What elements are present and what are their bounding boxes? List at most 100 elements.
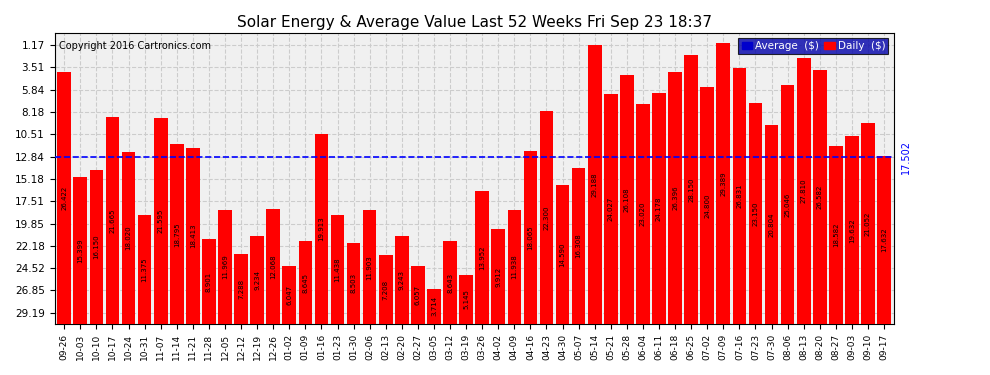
Title: Solar Energy & Average Value Last 52 Weeks Fri Sep 23 18:37: Solar Energy & Average Value Last 52 Wee… <box>237 15 712 30</box>
Text: 26.422: 26.422 <box>61 186 67 210</box>
Bar <box>845 136 858 324</box>
Bar <box>717 43 731 324</box>
Text: 8.901: 8.901 <box>206 272 212 292</box>
Text: 23.020: 23.020 <box>640 202 645 226</box>
Bar <box>299 242 312 324</box>
Bar <box>764 125 778 324</box>
Text: 28.150: 28.150 <box>688 177 694 202</box>
Text: 17.632: 17.632 <box>881 228 887 252</box>
Bar <box>379 255 393 324</box>
Text: 17.502: 17.502 <box>901 140 911 174</box>
Text: 19.632: 19.632 <box>848 218 855 243</box>
Text: 18.020: 18.020 <box>126 226 132 250</box>
Bar <box>459 275 473 324</box>
Bar <box>202 239 216 324</box>
Text: 19.913: 19.913 <box>319 216 325 241</box>
Text: 27.810: 27.810 <box>801 179 807 204</box>
Bar <box>282 266 296 324</box>
Text: 16.308: 16.308 <box>575 234 582 258</box>
Text: 21.052: 21.052 <box>865 211 871 236</box>
Text: 8.645: 8.645 <box>302 273 308 293</box>
Text: 29.389: 29.389 <box>721 171 727 196</box>
Bar <box>427 288 441 324</box>
Bar <box>331 215 345 324</box>
Text: 21.595: 21.595 <box>157 209 163 233</box>
Bar <box>620 75 634 324</box>
Text: 24.800: 24.800 <box>704 193 710 218</box>
Text: 25.046: 25.046 <box>785 192 791 216</box>
Text: 29.188: 29.188 <box>592 172 598 197</box>
Text: 11.903: 11.903 <box>366 255 372 279</box>
Bar <box>540 111 553 324</box>
Legend: Average  ($), Daily  ($): Average ($), Daily ($) <box>739 38 888 54</box>
Bar <box>572 168 585 324</box>
Text: 11.438: 11.438 <box>335 257 341 282</box>
Bar <box>186 148 200 324</box>
Bar <box>877 156 891 324</box>
Text: Copyright 2016 Cartronics.com: Copyright 2016 Cartronics.com <box>58 41 211 51</box>
Text: 26.396: 26.396 <box>672 186 678 210</box>
Bar <box>395 236 409 324</box>
Text: 20.804: 20.804 <box>768 212 774 237</box>
Text: 12.068: 12.068 <box>270 254 276 279</box>
Text: 11.375: 11.375 <box>142 257 148 282</box>
Bar <box>444 242 456 324</box>
Text: 26.582: 26.582 <box>817 185 823 209</box>
Bar <box>73 177 87 324</box>
Text: 26.831: 26.831 <box>737 183 742 208</box>
Bar <box>700 87 714 324</box>
Text: 9.912: 9.912 <box>495 267 501 287</box>
Bar <box>861 123 875 324</box>
Text: 11.938: 11.938 <box>512 255 518 279</box>
Bar <box>684 55 698 324</box>
Bar <box>122 152 136 324</box>
Bar <box>668 72 682 324</box>
Text: 7.288: 7.288 <box>238 279 245 299</box>
Text: 14.590: 14.590 <box>559 242 565 267</box>
Bar <box>524 152 538 324</box>
Bar <box>106 117 120 324</box>
Bar <box>797 58 811 324</box>
Bar <box>315 134 329 324</box>
Text: 11.969: 11.969 <box>222 255 228 279</box>
Text: 18.413: 18.413 <box>190 224 196 248</box>
Bar <box>235 254 248 324</box>
Text: 9.243: 9.243 <box>399 270 405 290</box>
Text: 18.582: 18.582 <box>833 223 839 248</box>
Bar <box>637 104 649 324</box>
Bar <box>781 85 794 324</box>
Text: 26.108: 26.108 <box>624 187 630 211</box>
Bar <box>588 45 602 324</box>
Text: 8.503: 8.503 <box>350 273 356 294</box>
Text: 3.714: 3.714 <box>431 296 437 316</box>
Bar <box>748 103 762 324</box>
Bar <box>813 70 827 324</box>
Bar <box>555 184 569 324</box>
Bar <box>508 210 521 324</box>
Text: 6.047: 6.047 <box>286 285 292 305</box>
Bar <box>218 210 232 324</box>
Text: 22.300: 22.300 <box>544 205 549 230</box>
Bar <box>57 72 71 324</box>
Bar <box>89 170 103 324</box>
Text: 8.643: 8.643 <box>447 273 453 293</box>
Bar <box>491 229 505 324</box>
Bar <box>138 215 151 324</box>
Text: 5.145: 5.145 <box>463 290 469 309</box>
Text: 7.208: 7.208 <box>383 279 389 300</box>
Text: 24.178: 24.178 <box>656 196 662 221</box>
Bar <box>411 266 425 324</box>
Text: 13.952: 13.952 <box>479 245 485 270</box>
Bar <box>153 118 167 324</box>
Bar <box>475 191 489 324</box>
Text: 18.795: 18.795 <box>174 222 180 246</box>
Bar <box>652 93 666 324</box>
Bar <box>266 209 280 324</box>
Bar <box>362 210 376 324</box>
Bar <box>733 68 746 324</box>
Text: 9.234: 9.234 <box>254 270 260 290</box>
Text: 21.665: 21.665 <box>110 208 116 233</box>
Text: 15.399: 15.399 <box>77 238 83 263</box>
Bar <box>170 144 183 324</box>
Text: 18.065: 18.065 <box>528 225 534 250</box>
